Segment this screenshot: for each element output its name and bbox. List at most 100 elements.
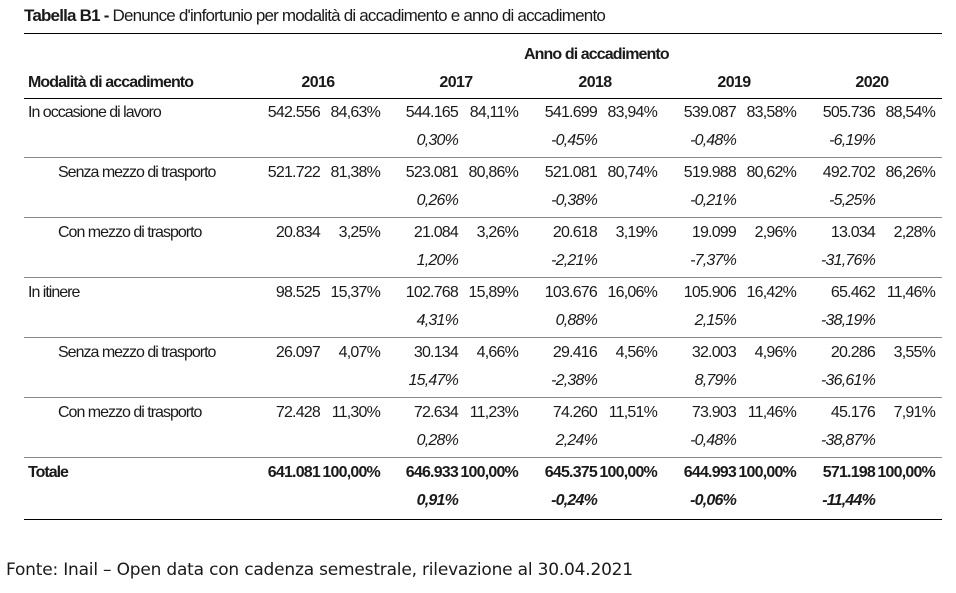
percent-cell: 4,66% bbox=[476, 344, 519, 361]
row-separator bbox=[24, 337, 942, 338]
variation-cell: -5,25% bbox=[829, 192, 876, 209]
count-cell: 105.906 bbox=[683, 284, 737, 301]
year-header-2: 2018 bbox=[578, 74, 612, 91]
year-header-3: 2019 bbox=[717, 74, 751, 91]
count-cell: 519.988 bbox=[683, 164, 737, 181]
variation-cell: -2,21% bbox=[551, 252, 598, 269]
header-rule bbox=[24, 98, 942, 99]
count-cell: 646.933 bbox=[405, 464, 459, 481]
variation-cell: -0,38% bbox=[551, 192, 598, 209]
percent-cell: 80,74% bbox=[607, 164, 658, 181]
variation-cell: -7,37% bbox=[690, 252, 737, 269]
variation-cell: -0,48% bbox=[690, 432, 737, 449]
source-note: Fonte: Inail – Open data con cadenza sem… bbox=[6, 560, 633, 580]
variation-cell: 0,30% bbox=[416, 132, 459, 149]
row-label: Con mezzo di trasporto bbox=[58, 224, 202, 241]
variation-cell: 4,31% bbox=[416, 312, 459, 329]
count-cell: 74.260 bbox=[552, 404, 598, 421]
count-cell: 544.165 bbox=[405, 104, 459, 121]
count-cell: 645.375 bbox=[544, 464, 598, 481]
percent-cell: 100,00% bbox=[738, 464, 796, 481]
count-cell: 98.525 bbox=[275, 284, 321, 301]
percent-cell: 4,56% bbox=[615, 344, 658, 361]
variation-cell: -38,87% bbox=[821, 432, 876, 449]
variation-cell: 0,26% bbox=[416, 192, 459, 209]
row-label: In occasione di lavoro bbox=[28, 104, 162, 121]
variation-cell: -0,06% bbox=[690, 492, 737, 509]
percent-cell: 11,46% bbox=[747, 404, 797, 421]
count-cell: 30.134 bbox=[413, 344, 459, 361]
percent-cell: 11,51% bbox=[608, 404, 658, 421]
variation-cell: 0,91% bbox=[416, 492, 459, 509]
year-header-4: 2020 bbox=[855, 74, 889, 91]
year-group-header: Anno di accadimento bbox=[524, 46, 670, 63]
variation-cell: -0,21% bbox=[690, 192, 737, 209]
count-cell: 505.736 bbox=[822, 104, 876, 121]
count-cell: 492.702 bbox=[822, 164, 876, 181]
percent-cell: 3,55% bbox=[893, 344, 936, 361]
count-cell: 521.081 bbox=[544, 164, 598, 181]
percent-cell: 7,91% bbox=[893, 404, 936, 421]
row-separator bbox=[24, 457, 942, 458]
count-cell: 571.198 bbox=[822, 464, 876, 481]
percent-cell: 100,00% bbox=[460, 464, 518, 481]
variation-cell: 0,28% bbox=[416, 432, 459, 449]
variation-cell: -31,76% bbox=[821, 252, 876, 269]
row-separator bbox=[24, 397, 942, 398]
count-cell: 73.903 bbox=[691, 404, 737, 421]
variation-cell: -6,19% bbox=[829, 132, 876, 149]
row-label: Con mezzo di trasporto bbox=[58, 404, 202, 421]
percent-cell: 3,19% bbox=[615, 224, 658, 241]
bottom-rule bbox=[24, 519, 942, 520]
count-cell: 21.084 bbox=[413, 224, 459, 241]
count-cell: 523.081 bbox=[405, 164, 459, 181]
count-cell: 72.634 bbox=[413, 404, 459, 421]
percent-cell: 80,62% bbox=[746, 164, 797, 181]
count-cell: 103.676 bbox=[544, 284, 598, 301]
percent-cell: 2,96% bbox=[754, 224, 797, 241]
percent-cell: 100,00% bbox=[322, 464, 380, 481]
count-cell: 102.768 bbox=[405, 284, 459, 301]
percent-cell: 3,25% bbox=[338, 224, 381, 241]
variation-cell: 8,79% bbox=[694, 372, 737, 389]
variation-cell: -0,24% bbox=[551, 492, 598, 509]
percent-cell: 100,00% bbox=[877, 464, 935, 481]
percent-cell: 86,26% bbox=[885, 164, 936, 181]
count-cell: 19.099 bbox=[691, 224, 737, 241]
variation-cell: 1,20% bbox=[416, 252, 459, 269]
count-cell: 29.416 bbox=[552, 344, 598, 361]
percent-cell: 3,26% bbox=[476, 224, 519, 241]
percent-cell: 16,06% bbox=[607, 284, 658, 301]
year-header-0: 2016 bbox=[301, 74, 335, 91]
row-label: Senza mezzo di trasporto bbox=[58, 344, 216, 361]
count-cell: 539.087 bbox=[683, 104, 737, 121]
row-label: In itinere bbox=[28, 284, 80, 301]
percent-cell: 4,96% bbox=[754, 344, 797, 361]
variation-cell: 15,47% bbox=[408, 372, 459, 389]
count-cell: 521.722 bbox=[267, 164, 321, 181]
percent-cell: 11,23% bbox=[469, 404, 519, 421]
year-header-1: 2017 bbox=[439, 74, 473, 91]
count-cell: 26.097 bbox=[275, 344, 321, 361]
row-label: Senza mezzo di trasporto bbox=[58, 164, 216, 181]
count-cell: 542.556 bbox=[267, 104, 321, 121]
percent-cell: 2,28% bbox=[893, 224, 936, 241]
row-separator bbox=[24, 157, 942, 158]
count-cell: 45.176 bbox=[830, 404, 876, 421]
percent-cell: 11,30% bbox=[331, 404, 381, 421]
top-rule bbox=[24, 33, 942, 34]
table-title-lead: Tabella B1 - bbox=[24, 6, 109, 25]
percent-cell: 81,38% bbox=[330, 164, 381, 181]
row-separator bbox=[24, 277, 942, 278]
percent-cell: 11,46% bbox=[886, 284, 936, 301]
count-cell: 641.081 bbox=[267, 464, 321, 481]
percent-cell: 83,94% bbox=[607, 104, 658, 121]
variation-cell: -0,48% bbox=[690, 132, 737, 149]
count-cell: 20.618 bbox=[552, 224, 598, 241]
variation-cell: 0,88% bbox=[555, 312, 598, 329]
variation-cell: 2,24% bbox=[555, 432, 598, 449]
count-cell: 72.428 bbox=[275, 404, 321, 421]
percent-cell: 84,63% bbox=[330, 104, 381, 121]
variation-cell: -2,38% bbox=[551, 372, 598, 389]
count-cell: 20.834 bbox=[275, 224, 321, 241]
